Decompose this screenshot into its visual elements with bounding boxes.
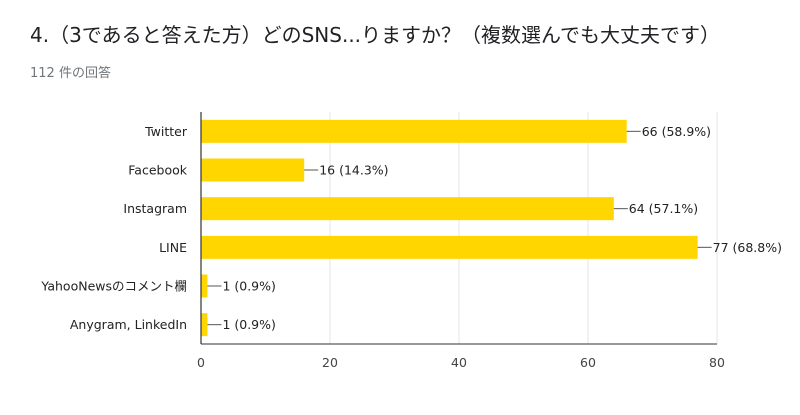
data-label: 1 (0.9%) xyxy=(222,317,275,332)
data-label: 1 (0.9%) xyxy=(222,279,275,294)
category-label: Anygram, LinkedIn xyxy=(70,317,187,332)
category-label: LINE xyxy=(159,240,187,255)
bar xyxy=(201,313,208,337)
category-label: Instagram xyxy=(123,201,187,216)
category-label: Facebook xyxy=(128,163,187,178)
response-count: 112 件の回答 xyxy=(30,66,111,81)
bar xyxy=(201,119,627,143)
x-tick-label: 40 xyxy=(451,355,467,370)
category-label: Twitter xyxy=(144,124,188,139)
bar xyxy=(201,197,614,221)
category-label: YahooNewsのコメント欄 xyxy=(40,279,187,294)
bar xyxy=(201,235,698,259)
x-tick-label: 20 xyxy=(322,355,338,370)
labels: 0 20 40 60 80 Twitter 66 (58.9%) Facebook 16 (14… xyxy=(40,112,782,370)
bar xyxy=(201,158,305,182)
bar xyxy=(201,274,208,298)
x-tick-label: 60 xyxy=(580,355,596,370)
data-label: 64 (57.1%) xyxy=(629,201,698,216)
data-label: 16 (14.3%) xyxy=(319,163,388,178)
bars xyxy=(201,119,698,337)
x-tick-label: 0 xyxy=(197,355,205,370)
question-title: 4.（3であると答えた方）どのSNS...りますか？（複数選んでも大丈夫です） xyxy=(30,23,721,47)
grid-lines xyxy=(329,112,718,344)
data-label: 66 (58.9%) xyxy=(642,124,711,139)
data-label: 77 (68.8%) xyxy=(713,240,782,255)
x-tick-label: 80 xyxy=(709,355,725,370)
